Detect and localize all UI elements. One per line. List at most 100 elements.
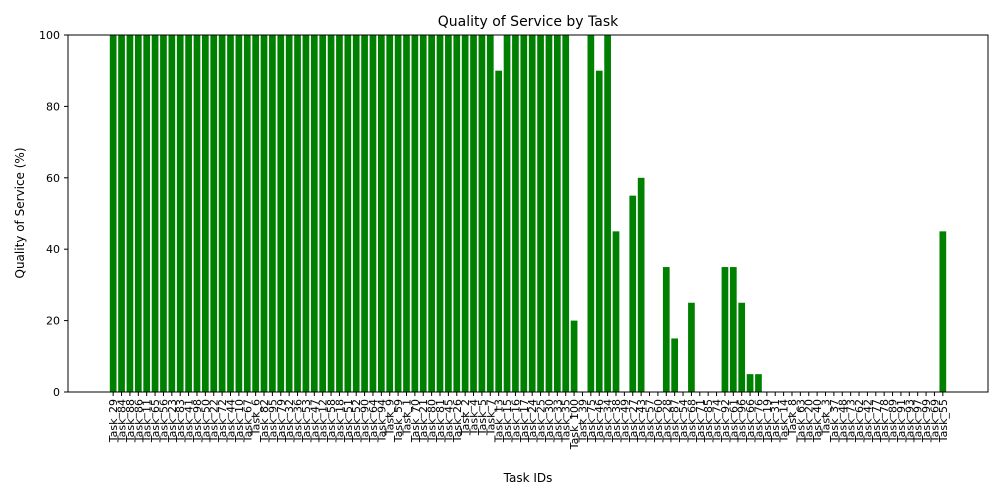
bar xyxy=(294,35,301,392)
bar xyxy=(277,35,285,392)
x-tick-label: Task_39 xyxy=(576,399,589,443)
bar xyxy=(377,35,385,392)
x-tick-label: Task_68 xyxy=(685,399,698,443)
bar xyxy=(310,35,318,392)
x-tick-label: Task_13 xyxy=(493,399,506,443)
bar xyxy=(662,267,670,392)
x-tick-label: Task_25 xyxy=(535,399,548,443)
bar xyxy=(428,35,435,392)
bar xyxy=(545,35,553,392)
x-tick-label: Task_48 xyxy=(836,399,849,443)
bar xyxy=(243,35,251,392)
bar xyxy=(419,35,427,392)
bar xyxy=(252,35,259,392)
x-tick-label: Task_86 xyxy=(132,399,145,443)
x-tick-label: Task_50 xyxy=(199,399,212,443)
x-tick-label: Task_63 xyxy=(794,399,807,443)
x-tick-label: Task_88 xyxy=(124,399,137,443)
x-tick-label: Task_58 xyxy=(325,399,338,443)
bar xyxy=(553,35,561,392)
x-tick-label: Task_5 xyxy=(476,399,489,436)
bar xyxy=(461,35,469,392)
x-tick-label: Task_87 xyxy=(669,399,682,443)
bar xyxy=(260,35,268,392)
bar xyxy=(386,35,394,392)
x-tick-label: Task_61 xyxy=(727,399,740,443)
bar xyxy=(319,35,327,392)
x-tick-label: Task_56 xyxy=(157,399,170,443)
x-tick-label: Task_89 xyxy=(887,399,900,443)
x-tick-label: Task_8 xyxy=(786,399,799,436)
x-tick-label: Task_44 xyxy=(224,399,237,443)
x-tick-label: Task_28 xyxy=(660,399,673,443)
x-tick-label: Task_26 xyxy=(451,399,464,443)
x-tick-label: Task_95 xyxy=(266,399,279,443)
x-tick-label: Task_84 xyxy=(116,399,129,443)
x-tick-label: Task_34 xyxy=(602,399,615,443)
x-tick-label: Task_49 xyxy=(618,399,631,443)
bar xyxy=(528,35,536,392)
bar xyxy=(612,231,620,392)
x-tick-label: Task_77 xyxy=(870,399,883,443)
x-tick-label: Task_16 xyxy=(509,399,522,443)
bar xyxy=(486,35,494,392)
x-tick-label: Task_19 xyxy=(761,399,774,443)
x-tick-label: Task_10 xyxy=(233,399,246,443)
x-axis-label: Task IDs xyxy=(503,471,553,485)
bar xyxy=(453,35,461,392)
y-tick-label: 0 xyxy=(53,386,60,399)
x-tick-label: Task_80 xyxy=(426,399,439,443)
bar xyxy=(336,35,343,392)
x-tick-label: Task_65 xyxy=(149,399,162,443)
x-tick-label: Task_2 xyxy=(459,399,472,436)
bar xyxy=(671,338,679,392)
bar xyxy=(134,35,142,392)
bar xyxy=(411,35,419,392)
bar xyxy=(361,35,368,392)
x-tick-label: Task_99 xyxy=(920,399,933,443)
x-tick-label: Task_62 xyxy=(853,399,866,443)
x-tick-label: Task_76 xyxy=(752,399,765,443)
bar xyxy=(939,231,947,392)
x-tick-label: Task_92 xyxy=(719,399,732,443)
x-tick-label: Task_90 xyxy=(359,399,372,443)
bar xyxy=(595,70,603,392)
x-tick-label: Task_67 xyxy=(241,399,254,443)
bar xyxy=(495,70,503,392)
x-tick-label: Task_33 xyxy=(551,399,564,443)
x-tick-label: Task_41 xyxy=(183,399,196,443)
x-tick-label: Task_27 xyxy=(627,399,640,443)
x-tick-label: Task_17 xyxy=(518,399,531,443)
x-tick-label: Task_75 xyxy=(585,399,598,443)
bar xyxy=(193,35,201,392)
bar xyxy=(537,35,544,392)
bar xyxy=(470,35,477,392)
bar xyxy=(503,35,511,392)
bar xyxy=(126,35,134,392)
bar xyxy=(202,35,209,392)
bar xyxy=(570,320,578,392)
x-tick-label: Task_79 xyxy=(275,399,288,443)
x-tick-label: Task_100 xyxy=(568,399,581,450)
x-tick-label: Task_29 xyxy=(107,399,120,443)
x-tick-label: Task_83 xyxy=(174,399,187,443)
x-tick-label: Task_51 xyxy=(342,399,355,443)
bar xyxy=(403,35,410,392)
x-tick-label: Task_97 xyxy=(912,399,925,443)
bar xyxy=(562,35,570,392)
x-tick-label: Task_81 xyxy=(434,399,447,443)
x-tick-label: Task_21 xyxy=(417,399,430,443)
bar xyxy=(637,177,645,392)
bar xyxy=(143,35,151,392)
bar xyxy=(218,35,226,392)
y-axis-label: Quality of Service (%) xyxy=(13,147,27,278)
x-tick-label: Task_18 xyxy=(333,399,346,443)
bar xyxy=(512,35,519,392)
x-tick-label: Task_91 xyxy=(895,399,908,443)
x-tick-label: Task_30 xyxy=(543,399,556,443)
x-tick-label: Task_31 xyxy=(769,399,782,443)
bar xyxy=(604,35,611,392)
bar xyxy=(729,267,737,392)
x-tick-label: Task_71 xyxy=(694,399,707,443)
x-tick-label: Task_93 xyxy=(903,399,916,443)
